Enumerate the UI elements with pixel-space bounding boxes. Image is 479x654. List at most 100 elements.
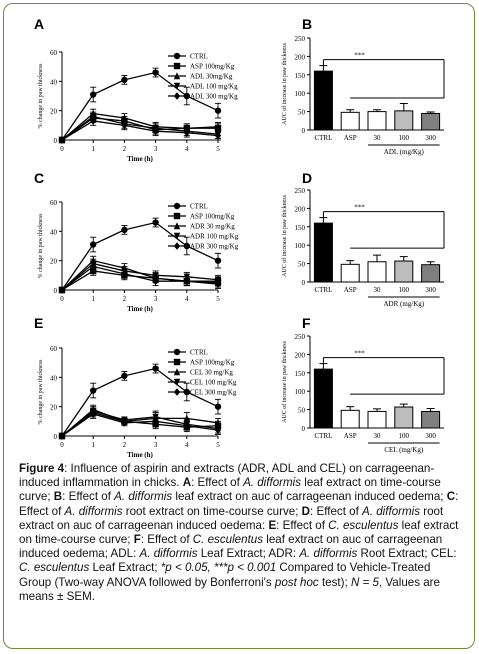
legend-label: ADR 30 mg/Kg — [190, 223, 235, 231]
y-tick-label: 40 — [50, 228, 58, 236]
x-tick-label: 100 — [399, 134, 410, 142]
data-point — [90, 387, 97, 394]
data-point — [183, 388, 190, 396]
caption-text: root extract on auc of carrageenan induc… — [19, 504, 444, 532]
caption-species: A. difformis — [362, 504, 421, 518]
caption-text: test); — [318, 575, 351, 589]
caption-text: leaf extract on time-course curve; — [19, 476, 441, 504]
data-point — [183, 92, 190, 100]
y-tick-label: 40 — [50, 78, 58, 86]
caption-text: : Effect of — [140, 533, 193, 547]
x-tick-label: 30 — [374, 432, 382, 440]
caption-text: Root Extract; CEL: — [357, 547, 457, 561]
x-tick-label: 1 — [91, 145, 95, 153]
legend-label: CEL 100 mg/Kg — [190, 379, 237, 387]
legend-marker — [173, 358, 181, 366]
x-tick-label: 300 — [425, 432, 436, 440]
y-tick-label: 20 — [50, 404, 58, 412]
caption-text: : Effect of — [62, 490, 115, 504]
data-point — [121, 76, 128, 84]
legend-marker — [173, 212, 181, 220]
bar-ctrl — [313, 70, 333, 131]
caption-panel-a: A — [182, 476, 192, 490]
data-point — [152, 69, 159, 76]
caption-species: A. difformis — [64, 504, 123, 518]
y-tick-label: 150 — [295, 224, 306, 232]
series-line-4 — [61, 115, 219, 141]
x-tick-label: 1 — [91, 441, 95, 449]
y-tick-label: 0 — [302, 425, 306, 433]
series-line-4 — [61, 410, 219, 437]
x-tick-label: 5 — [216, 145, 220, 153]
data-point — [214, 257, 222, 264]
line-chart-c: 0 20 40 60 0 1 2 3 4 5 Time (h) % change in paw thi… — [38, 199, 239, 313]
y-tick-label: 50 — [298, 407, 306, 415]
x-tick-label: 2 — [123, 295, 127, 303]
bar-300 — [421, 410, 441, 429]
caption-panel-c: C — [446, 490, 456, 504]
x-tick-label: 4 — [185, 295, 189, 303]
line-chart-a: 0 20 40 60 0 1 2 3 4 5 Time (h) % change in paw thi… — [38, 49, 238, 163]
y-axis-label: AUC of increase in paw thickness — [281, 42, 288, 124]
caption-pvalues: *p < 0.05, ***p < 0.001 — [160, 561, 277, 575]
x-tick-label: 3 — [154, 145, 158, 153]
data-point — [58, 136, 66, 144]
caption-text: root extract on time-course curve; — [122, 504, 302, 518]
y-tick-label: 20 — [50, 258, 58, 266]
bar-30 — [367, 410, 387, 429]
data-point — [58, 286, 66, 294]
data-point — [58, 432, 66, 440]
x-tick-label: ASP — [344, 286, 357, 294]
data-point — [214, 107, 222, 114]
figure-frame — [3, 3, 475, 649]
legend-marker — [173, 52, 181, 60]
panel-label-b: B — [302, 16, 313, 32]
y-axis-label: % change in paw thickness — [38, 63, 44, 129]
legend-label: CTRL — [190, 349, 208, 357]
x-tick-label: CTRL — [314, 286, 332, 294]
caption-panel-d: D — [301, 504, 311, 518]
bar-asp — [340, 263, 360, 283]
data-point — [214, 403, 222, 410]
y-tick-label: 40 — [50, 374, 58, 382]
caption-species: C. esculentus — [192, 533, 264, 547]
data-point — [90, 410, 97, 418]
y-tick-label: 100 — [295, 242, 306, 250]
x-tick-label: 30 — [374, 134, 382, 142]
panel-label-d: D — [302, 170, 313, 186]
caption-text: : Effect of — [310, 504, 363, 518]
series-line-5 — [61, 413, 219, 437]
data-point — [214, 123, 222, 130]
bar-asp — [340, 111, 360, 131]
x-axis-label: Time (h) — [127, 155, 153, 163]
x-tick-label: 4 — [185, 145, 189, 153]
legend-label: ASP 100mg/Kg — [190, 213, 235, 221]
x-tick-label: 3 — [154, 441, 158, 449]
caption-text: : Effect of — [19, 490, 459, 518]
series-line-3 — [61, 112, 219, 141]
caption-text: Compared to Vehicle-Treated Group (Two-w… — [19, 561, 431, 589]
y-tick-label: 50 — [298, 109, 306, 117]
x-tick-label: 2 — [123, 145, 127, 153]
caption-posthoc: post hoc — [274, 575, 319, 589]
caption-species: A. difformis — [114, 490, 173, 504]
bar-100 — [394, 260, 414, 283]
legend-marker — [173, 232, 181, 240]
x-tick-label: 5 — [216, 295, 220, 303]
group-label: CEL (mg/Kg) — [384, 446, 423, 454]
y-tick-label: 60 — [50, 49, 58, 57]
legend-label: CTRL — [190, 203, 208, 211]
legend-label: CTRL — [190, 53, 208, 61]
x-tick-label: ASP — [344, 432, 357, 440]
series-line-5 — [61, 120, 219, 141]
legend-marker — [173, 62, 181, 70]
caption-text: Leaf Extract; ADR: — [197, 547, 300, 561]
x-tick-label: 4 — [185, 441, 189, 449]
y-tick-label: 250 — [295, 187, 306, 195]
data-point — [121, 121, 128, 130]
y-tick-label: 0 — [54, 137, 58, 145]
x-tick-label: 2 — [123, 441, 127, 449]
figure-caption: Figure 4: Influence of aspirin and extra… — [19, 462, 461, 604]
series-line-2 — [61, 117, 218, 141]
x-tick-label: 100 — [399, 432, 410, 440]
